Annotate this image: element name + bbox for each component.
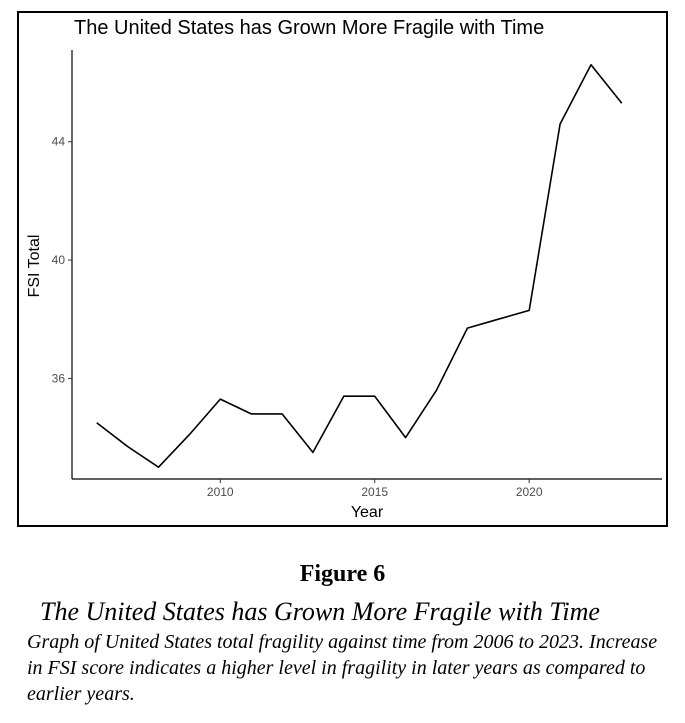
data-point xyxy=(559,123,561,125)
data-point xyxy=(96,422,98,424)
y-axis-title: FSI Total xyxy=(26,235,43,298)
data-point xyxy=(127,446,129,448)
x-axis-title: Year xyxy=(351,504,384,521)
data-point xyxy=(312,452,314,454)
figure-number: Figure 6 xyxy=(299,561,386,587)
y-tick-label: 36 xyxy=(52,371,66,385)
y-tick-label: 40 xyxy=(52,253,66,267)
x-tick-label: 2010 xyxy=(207,485,234,499)
data-point xyxy=(436,389,438,391)
data-point xyxy=(158,466,160,468)
y-tick-label: 44 xyxy=(52,135,66,149)
line-chart: 36 40 44 2010 2015 2020 Year FSI Total xyxy=(26,50,662,521)
data-point xyxy=(219,398,221,400)
data-point xyxy=(343,395,345,397)
data-point xyxy=(467,327,469,329)
series-line xyxy=(96,63,623,469)
data-point xyxy=(405,437,407,439)
x-tick-label: 2015 xyxy=(361,485,388,499)
figure-caption: Graph of United States total fragility a… xyxy=(27,631,658,705)
chart-title: The United States has Grown More Fragile… xyxy=(74,17,545,39)
data-point xyxy=(189,434,191,436)
data-point xyxy=(497,318,499,320)
chart-frame: The United States has Grown More Fragile… xyxy=(17,11,668,527)
data-point xyxy=(528,310,530,312)
data-point xyxy=(621,102,623,104)
x-tick-label: 2020 xyxy=(516,485,543,499)
data-point xyxy=(590,64,592,66)
data-point xyxy=(250,413,252,415)
data-point xyxy=(374,395,376,397)
figure-title: The United States has Grown More Fragile… xyxy=(40,597,600,626)
data-point xyxy=(281,413,283,415)
